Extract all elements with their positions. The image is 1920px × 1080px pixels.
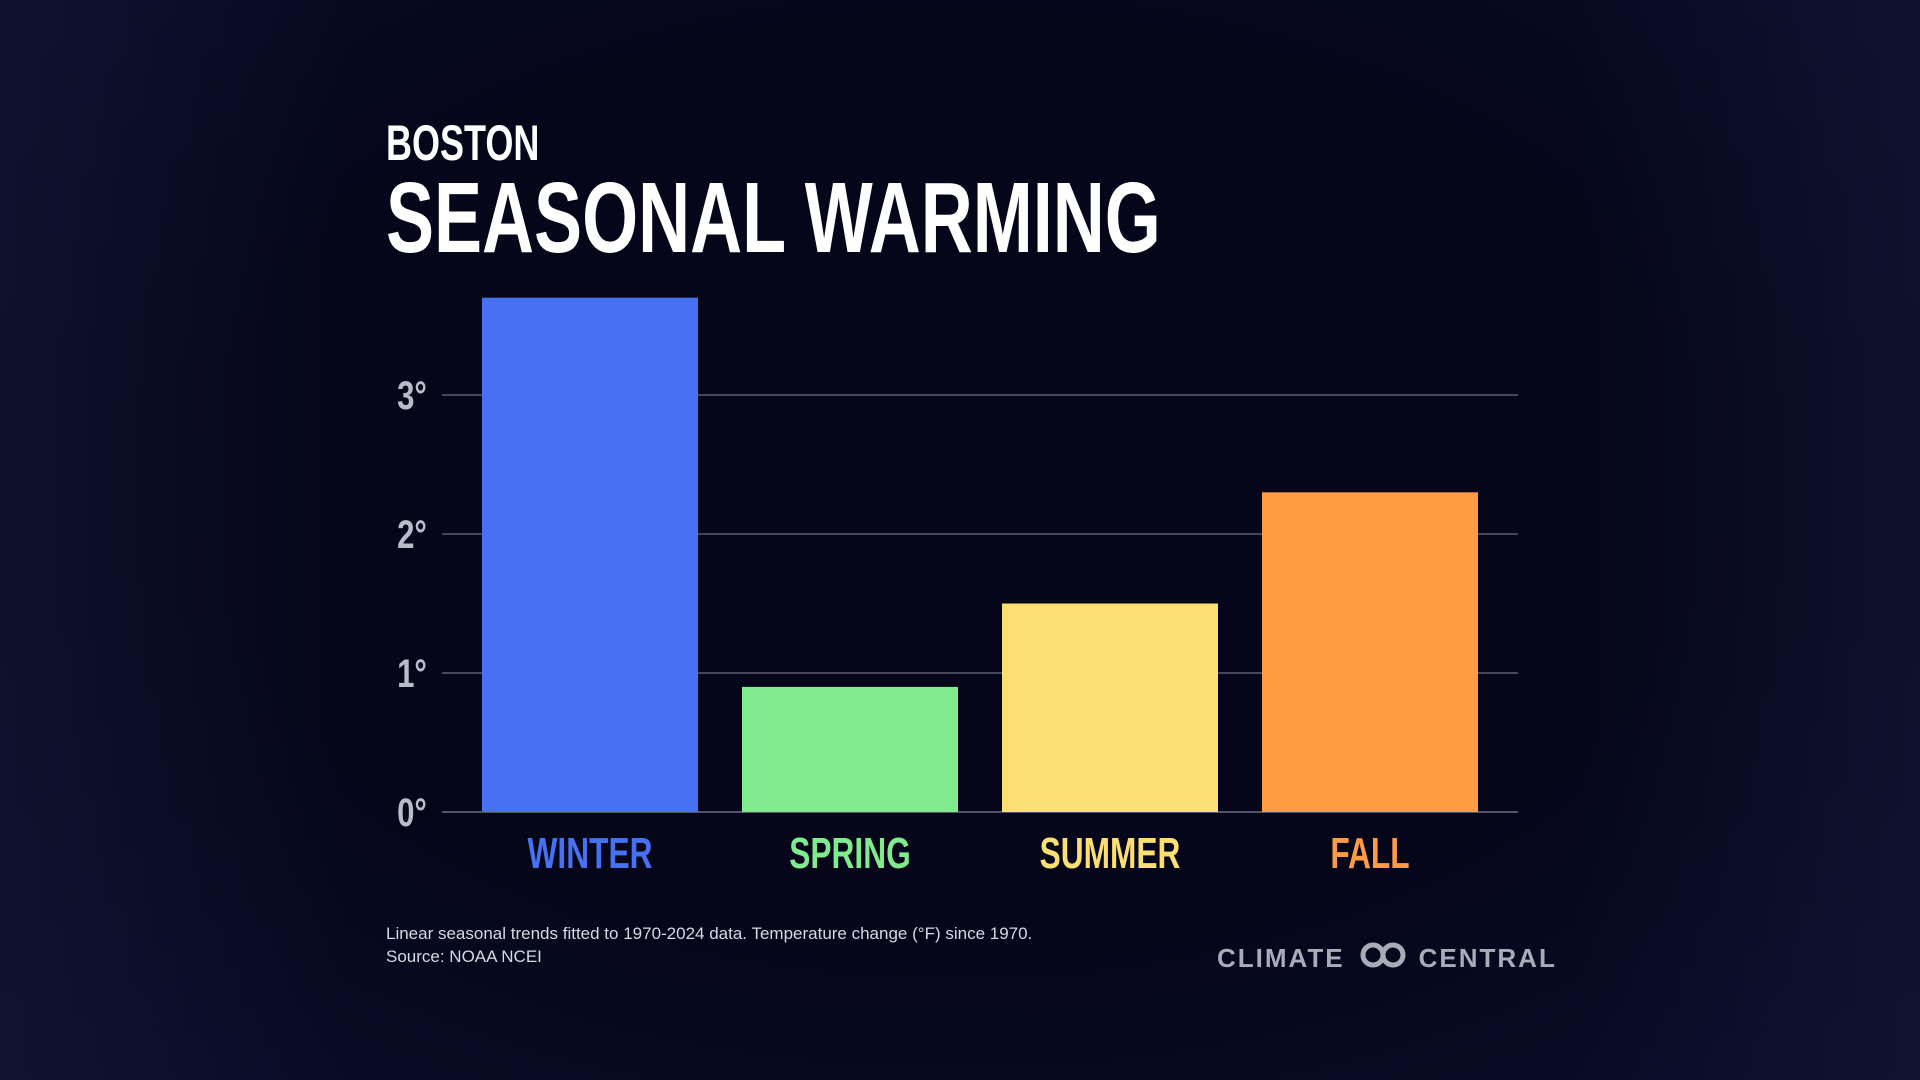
- footnote-method: Linear seasonal trends fitted to 1970-20…: [386, 924, 1033, 943]
- climate-central-logo: CLIMATE CENTRAL: [1217, 942, 1557, 975]
- x-label-summer: SUMMER: [1040, 829, 1181, 878]
- x-label-winter: WINTER: [528, 829, 653, 878]
- y-tick-label: 2°: [397, 512, 427, 557]
- x-label-fall: FALL: [1330, 829, 1409, 878]
- bar-spring: [742, 686, 958, 812]
- bar-fall: [1262, 492, 1478, 812]
- footnote: Linear seasonal trends fitted to 1970-20…: [386, 922, 1032, 968]
- linked-rings-icon: [1357, 942, 1409, 975]
- chart-subtitle: BOSTON: [386, 115, 540, 171]
- y-tick-label: 3°: [397, 373, 427, 418]
- y-tick-label: 0°: [397, 790, 427, 835]
- x-label-spring: SPRING: [789, 829, 910, 878]
- logo-text-central: CENTRAL: [1418, 943, 1557, 973]
- logo-text-climate: CLIMATE: [1217, 943, 1345, 973]
- y-tick-label: 1°: [397, 651, 427, 696]
- bar-winter: [482, 297, 698, 812]
- footnote-source: Source: NOAA NCEI: [386, 947, 542, 966]
- bar-summer: [1002, 603, 1218, 812]
- chart-title: SEASONAL WARMING: [386, 162, 1161, 274]
